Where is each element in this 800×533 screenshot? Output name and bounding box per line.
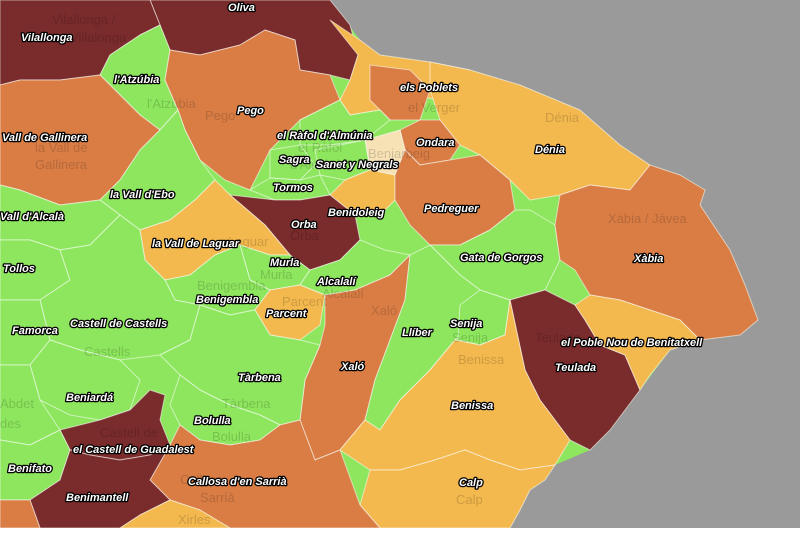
label-vall-gallinera[interactable]: Vall de Gallinera: [1, 131, 89, 146]
basemap-label: Vilallonga /: [52, 12, 116, 27]
label-famorca[interactable]: Famorca: [11, 324, 59, 339]
label-pego[interactable]: Pego: [236, 104, 266, 119]
label-senija[interactable]: Senija: [449, 317, 484, 332]
basemap-label: Teulada: [535, 330, 581, 345]
label-lliber[interactable]: Llíber: [401, 326, 434, 341]
basemap-label: Bolulla: [212, 429, 252, 444]
label-benigembla[interactable]: Benigembla: [195, 293, 260, 308]
region-sw-corner[interactable]: [0, 499, 41, 529]
label-tormos[interactable]: Tormos: [272, 181, 315, 196]
region-xabia[interactable]: [554, 164, 759, 341]
region-xirles[interactable]: [119, 499, 231, 529]
label-oliva[interactable]: Oliva: [227, 1, 257, 16]
region-calp[interactable]: [359, 449, 556, 529]
label-els-poblets[interactable]: els Poblets: [399, 81, 460, 96]
label-pedreguer[interactable]: Pedreguer: [423, 202, 481, 217]
label-benissa[interactable]: Benissa: [450, 399, 495, 414]
label-ondara[interactable]: Ondara: [415, 136, 456, 151]
basemap-label: Gallinera: [35, 157, 88, 172]
label-parcent[interactable]: Parcent: [265, 307, 309, 322]
basemap-label: Xàbia / Jávea: [608, 211, 688, 226]
basemap-label: Alcalalí: [322, 286, 364, 301]
label-orba[interactable]: Orba: [290, 218, 318, 233]
label-bolulla[interactable]: Bolulla: [193, 414, 232, 429]
label-sanet-negrals[interactable]: Sanet y Negrals: [315, 158, 400, 173]
label-xalo[interactable]: Xaló: [339, 360, 366, 375]
basemap-label: la Vall de: [35, 140, 88, 155]
region-poble-nou[interactable]: [574, 294, 701, 391]
label-calp[interactable]: Calp: [458, 476, 485, 491]
label-castell-castells[interactable]: Castell de Castells: [69, 317, 169, 332]
label-benidoleig[interactable]: Benidoleig: [327, 206, 386, 221]
basemap-label: Parcent: [282, 294, 327, 309]
basemap-label: d'Almúnia: [290, 157, 347, 172]
basemap-label: Senija: [452, 330, 489, 345]
label-xabia[interactable]: Xàbia: [632, 252, 665, 267]
municipality-labels: Oliva Vilallonga l'Atzúbia Pego els Pobl…: [0, 1, 705, 506]
basemap-label: Orba: [290, 228, 320, 243]
basemap-label: Calp: [456, 492, 483, 507]
basemap-label: Sarrià: [200, 490, 235, 505]
label-castell-guadalest[interactable]: el Castell de Guadalest: [72, 443, 196, 458]
region-sagra[interactable]: [269, 144, 316, 181]
label-gata[interactable]: Gata de Gorgos: [459, 251, 544, 266]
basemap-label: Xirles: [178, 512, 211, 527]
basemap-label: el Ràfol: [298, 140, 342, 155]
label-sagra[interactable]: Sagra: [278, 153, 311, 168]
basemap-label: Tàrbena: [222, 396, 271, 411]
basemap-label: des: [0, 416, 21, 431]
label-atzubia[interactable]: l'Atzúbia: [113, 73, 161, 88]
basemap-label: Castells: [84, 344, 131, 359]
label-benimantell[interactable]: Benimantell: [65, 491, 131, 506]
basemap-label: Pego: [205, 108, 235, 123]
label-tarbena[interactable]: Tàrbena: [237, 371, 282, 386]
basemap-label: Benigembla: [197, 278, 266, 293]
basemap-label: Dénia: [545, 110, 580, 125]
label-murla[interactable]: Murla: [269, 256, 301, 271]
white-bottom-edge: [0, 528, 800, 533]
label-vall-laguar[interactable]: la Vall de Laguar: [151, 237, 241, 252]
basemap-label: el Verger: [408, 100, 461, 115]
label-callosa[interactable]: Callosa d'en Sarrià: [187, 475, 288, 490]
label-vall-ebo[interactable]: la Vall d'Ebo: [109, 188, 176, 203]
label-rafol-almunia[interactable]: el Ràfol d'Almúnia: [276, 129, 374, 144]
label-alcalali[interactable]: Alcalalí: [315, 275, 359, 290]
basemap-label: La Villalonga: [52, 30, 127, 45]
label-teulada[interactable]: Teulada: [554, 361, 598, 376]
label-vall-alcala[interactable]: Vall d'Alcalà: [0, 210, 65, 225]
basemap-label: Abdet: [0, 396, 34, 411]
label-benifato[interactable]: Benifato: [7, 462, 54, 477]
basemap-label: Castell de: [100, 425, 158, 440]
basemap-label: Xaló: [371, 303, 397, 318]
basemap-label: Callosa: [180, 472, 224, 487]
region-rafol-almunia[interactable]: [299, 99, 391, 146]
basemap-label: Laguar: [228, 234, 269, 249]
basemap-label: Benissa: [458, 352, 505, 367]
basemap-label: Beniarbeig: [368, 146, 430, 161]
label-tollos[interactable]: Tollos: [2, 262, 37, 277]
basemap-labels: Vilallonga / La Villalonga l'Atzúbia Peg…: [0, 12, 688, 527]
basemap-label: l'Atzúbia: [147, 96, 197, 111]
label-beniarda[interactable]: Beniardá: [65, 391, 115, 406]
label-vilallonga[interactable]: Vilallonga: [20, 31, 74, 46]
label-denia[interactable]: Dénia: [534, 143, 567, 158]
label-poble-nou[interactable]: el Poble Nou de Benitatxell: [560, 336, 705, 351]
basemap-label: Murla: [260, 267, 293, 282]
